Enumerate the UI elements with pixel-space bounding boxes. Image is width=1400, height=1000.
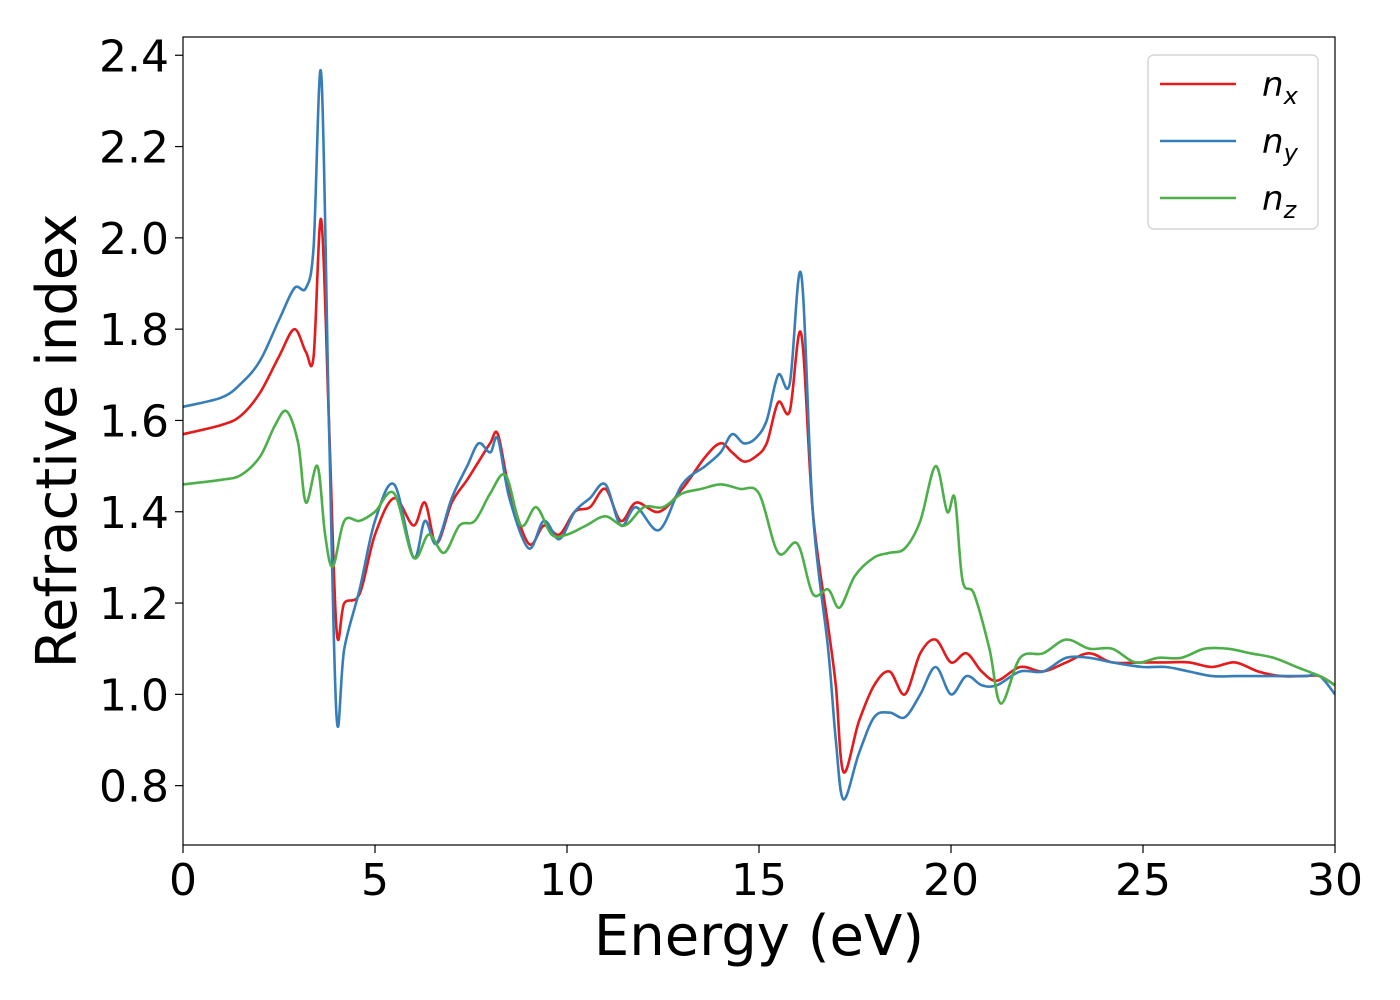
series-line-x [183,218,1335,774]
y-tick-label: 2.2 [99,123,169,174]
y-tick-label: 1.6 [99,396,169,447]
x-tick-label: 5 [361,855,389,906]
y-tick-label: 1.0 [99,670,169,721]
y-tick-label: 2.4 [99,31,169,82]
series-line-z [183,409,1335,705]
legend-label-y: ny [1262,122,1299,167]
x-axis-title: Energy (eV) [594,904,924,969]
x-tick-label: 20 [923,855,979,906]
y-tick-label: 1.2 [99,579,169,630]
y-tick-label: 0.8 [99,762,169,813]
legend-label-base: n [1262,65,1284,105]
legend-label-base: n [1262,179,1284,219]
series-layer [183,68,1335,801]
x-tick-label: 10 [539,855,595,906]
y-tick-label: 1.4 [99,488,169,539]
x-tick-label: 30 [1307,855,1363,906]
legend-label-subscript: y [1283,139,1299,167]
y-axis-title: Refractive index [25,214,90,669]
x-tick-label: 25 [1115,855,1171,906]
legend-label-z: nz [1262,179,1298,224]
y-tick-label: 1.8 [99,305,169,356]
y-tick-label: 2.0 [99,214,169,265]
legend-label-subscript: x [1283,82,1299,110]
legend-label-subscript: z [1283,196,1298,224]
legend-label-base: n [1262,122,1284,162]
x-axis: 0 5 10 15 20 25 30 [169,845,1363,906]
x-tick-label: 15 [731,855,787,906]
x-tick-label: 0 [169,855,197,906]
legend-label-x: nx [1262,65,1299,110]
series-line-y [183,68,1335,801]
y-axis: 0.8 1.0 1.2 1.4 1.6 1.8 2.0 2.2 2.4 [99,31,183,813]
